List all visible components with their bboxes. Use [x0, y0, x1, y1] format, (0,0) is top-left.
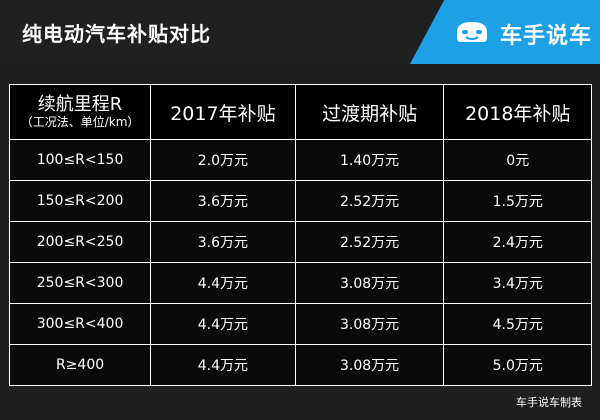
table-cell: 2.0万元 — [150, 139, 296, 181]
table-row: R≥400 4.4万元 3.08万元 5.0万元 — [8, 344, 592, 386]
table-cell: 3.08万元 — [294, 262, 445, 304]
footer-credit: 车手说车制表 — [516, 396, 582, 409]
page-title: 纯电动汽车补贴对比 — [22, 22, 211, 46]
table-row: 300≤R<400 4.4万元 3.08万元 4.5万元 — [8, 303, 592, 345]
table-cell: R≥400 — [8, 344, 152, 386]
table-row: 100≤R<150 2.0万元 1.40万元 0元 — [8, 139, 592, 181]
table-cell: 1.40万元 — [294, 139, 445, 181]
table-cell: 2.52万元 — [294, 180, 445, 222]
subsidy-table: 续航里程R （工况法、单位/km） 2017年补贴 过渡期补贴 2018年补贴 … — [8, 84, 592, 386]
column-header-label: 续航里程R — [37, 94, 123, 115]
table-cell: 4.5万元 — [443, 303, 592, 345]
table-cell: 3.08万元 — [294, 303, 445, 345]
table-cell: 3.6万元 — [150, 221, 296, 263]
table-row: 250≤R<300 4.4万元 3.08万元 3.4万元 — [8, 262, 592, 304]
table-cell: 4.4万元 — [150, 262, 296, 304]
table-cell: 4.4万元 — [150, 344, 296, 386]
column-header-range: 续航里程R （工况法、单位/km） — [8, 84, 152, 140]
column-header-transition: 过渡期补贴 — [294, 84, 445, 140]
table-cell: 3.08万元 — [294, 344, 445, 386]
brand-name: 车手说车 — [500, 24, 593, 49]
column-header-sublabel: （工况法、单位/km） — [20, 115, 140, 129]
table-cell: 0元 — [443, 139, 592, 181]
brand-badge: 车手说车 — [410, 0, 600, 64]
table-cell: 4.4万元 — [150, 303, 296, 345]
table-cell: 250≤R<300 — [8, 262, 152, 304]
table-cell: 150≤R<200 — [8, 180, 152, 222]
table-cell: 2.52万元 — [294, 221, 445, 263]
table-header-row: 续航里程R （工况法、单位/km） 2017年补贴 过渡期补贴 2018年补贴 — [8, 84, 592, 140]
table-cell: 300≤R<400 — [8, 303, 152, 345]
column-header-2017: 2017年补贴 — [150, 84, 296, 140]
column-header-2018: 2018年补贴 — [443, 84, 592, 140]
car-face-icon — [457, 22, 487, 42]
header-bar: 纯电动汽车补贴对比 车手说车 — [0, 0, 600, 64]
table-cell: 2.4万元 — [443, 221, 592, 263]
table-cell: 1.5万元 — [443, 180, 592, 222]
table-cell: 3.6万元 — [150, 180, 296, 222]
table-cell: 5.0万元 — [443, 344, 592, 386]
table-cell: 200≤R<250 — [8, 221, 152, 263]
table-cell: 3.4万元 — [443, 262, 592, 304]
table-row: 200≤R<250 3.6万元 2.52万元 2.4万元 — [8, 221, 592, 263]
table-row: 150≤R<200 3.6万元 2.52万元 1.5万元 — [8, 180, 592, 222]
table-cell: 100≤R<150 — [8, 139, 152, 181]
